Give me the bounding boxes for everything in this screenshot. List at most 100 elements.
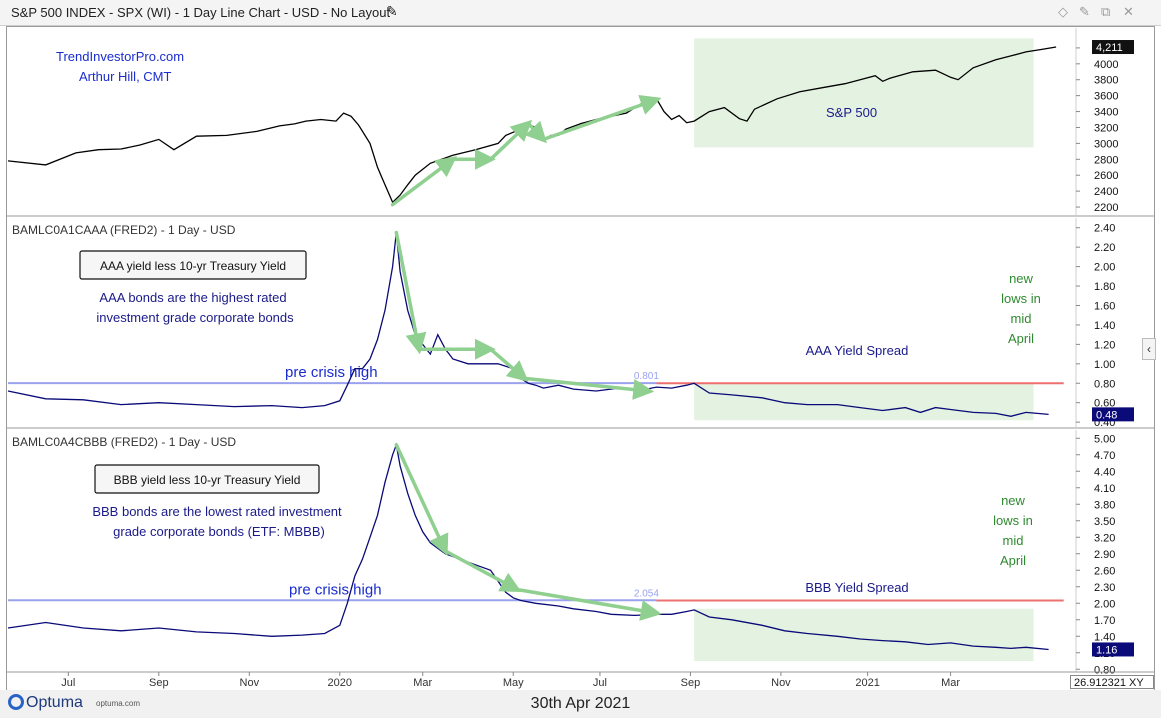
last-value-box [1092, 407, 1134, 422]
diamond-icon[interactable]: ◇ [1058, 4, 1068, 19]
shaded-region [694, 608, 1034, 661]
pre-crisis-label: pre crisis high [289, 581, 382, 598]
y-tick-label: 1.20 [1094, 339, 1115, 351]
y-tick-label: 2400 [1094, 186, 1118, 198]
y-tick-label: 3.20 [1094, 532, 1115, 544]
trend-arrow [524, 120, 547, 144]
x-tick-label: Mar [413, 677, 432, 689]
y-tick-label: 1.60 [1094, 300, 1115, 312]
trend-arrow [390, 156, 458, 207]
pre-crisis-value-label: 2.054 [634, 588, 659, 599]
trend-arrow [515, 587, 662, 621]
note-line-1: AAA bonds are the highest rated [99, 290, 286, 305]
y-tick-label: 4.10 [1094, 483, 1115, 495]
restore-icon[interactable]: ⧉ [1101, 4, 1111, 19]
shaded-region [694, 383, 1034, 421]
panel-header: BAMLC0A4CBBB (FRED2) - 1 Day - USD [12, 435, 236, 449]
last-value-label: 0.48 [1096, 409, 1117, 421]
series-label: BBB Yield Spread [805, 580, 908, 595]
y-tick-label: 1.80 [1094, 281, 1115, 293]
y-tick-label: 2.20 [1094, 242, 1115, 254]
y-tick-label: 4.70 [1094, 450, 1115, 462]
y-tick-label: 2.00 [1094, 262, 1115, 274]
note-line-2: investment grade corporate bonds [96, 310, 294, 325]
optuma-logo: Optuma [8, 694, 83, 712]
shaded-region [694, 38, 1034, 148]
y-tick-label: 2.60 [1094, 565, 1115, 577]
x-tick-label: Sep [149, 677, 169, 689]
trend-arrow [541, 94, 662, 142]
xy-readout[interactable]: 26.912321 XY [1070, 675, 1154, 689]
last-value-box [1092, 642, 1134, 657]
y-tick-label: 3200 [1094, 122, 1118, 134]
y-tick-label: 3800 [1094, 75, 1118, 87]
last-value-label: 4,211 [1096, 42, 1123, 54]
last-value-label: 1.16 [1096, 644, 1117, 656]
side-note-line: new [1009, 271, 1033, 286]
side-note-line: new [1001, 493, 1025, 508]
y-tick-label: 1.00 [1094, 359, 1115, 371]
y-tick-label: 1.40 [1094, 631, 1115, 643]
y-tick-label: 3000 [1094, 138, 1118, 150]
y-tick-label: 2200 [1094, 202, 1118, 214]
credit-line-1: TrendInvestorPro.com [56, 49, 184, 64]
footer-bar: Optuma optuma.com 30th Apr 2021 [0, 690, 1161, 718]
trend-arrow [488, 119, 533, 162]
y-tick-label: 2.90 [1094, 549, 1115, 561]
x-tick-label: Mar [941, 677, 960, 689]
close-icon[interactable]: ✕ [1123, 4, 1134, 19]
last-value-box [1092, 40, 1134, 55]
brand-url: optuma.com [96, 699, 141, 708]
y-tick-label: 2.30 [1094, 582, 1115, 594]
y-tick-label: 0.80 [1094, 378, 1115, 390]
y-tick-label: 5.00 [1094, 433, 1115, 445]
y-tick-label: 3600 [1094, 91, 1118, 103]
chart-window-title: S&P 500 INDEX - SPX (WI) - 1 Day Line Ch… [11, 5, 391, 20]
pre-crisis-value-label: 0.801 [634, 371, 659, 382]
chart-date: 30th Apr 2021 [530, 695, 631, 712]
x-tick-label: Nov [771, 677, 791, 689]
x-tick-label: May [503, 677, 524, 689]
pencil-icon[interactable]: ✎ [386, 3, 398, 19]
x-tick-label: Jul [61, 677, 75, 689]
side-note-line: April [1008, 331, 1034, 346]
y-tick-label: 2.40 [1094, 223, 1115, 235]
y-tick-label: 3.50 [1094, 516, 1115, 528]
side-note-line: mid [1003, 533, 1024, 548]
chevron-left-icon[interactable]: ‹ [1142, 338, 1156, 360]
note-line-2: grade corporate bonds (ETF: MBBB) [113, 524, 325, 539]
label-box [94, 464, 320, 494]
y-tick-label: 2.00 [1094, 598, 1115, 610]
y-tick-label: 4.40 [1094, 466, 1115, 478]
x-tick-label: Nov [240, 677, 260, 689]
trend-arrow [394, 230, 427, 355]
series-title: S&P 500 [826, 105, 877, 120]
x-tick-label: Sep [681, 677, 701, 689]
x-tick-label: 2020 [328, 677, 352, 689]
note-line-1: BBB bonds are the lowest rated investmen… [92, 504, 342, 519]
y-tick-label: 4000 [1094, 59, 1118, 71]
trend-arrow [394, 443, 449, 556]
x-tick-label: 2021 [855, 677, 879, 689]
panel-header: BAMLC0A1CAAA (FRED2) - 1 Day - USD [12, 223, 236, 237]
trend-arrow [522, 376, 655, 400]
x-tick-label: Jul [593, 677, 607, 689]
series-label: AAA Yield Spread [806, 343, 909, 358]
pin-icon[interactable]: ✎ [1079, 4, 1090, 19]
label-box [79, 250, 307, 280]
side-note-line: April [1000, 553, 1026, 568]
y-tick-label: 3400 [1094, 107, 1118, 119]
logo-icon [8, 694, 24, 710]
side-note-line: mid [1011, 311, 1032, 326]
y-tick-label: 2800 [1094, 154, 1118, 166]
box-label: BBB yield less 10-yr Treasury Yield [114, 473, 301, 487]
box-label: AAA yield less 10-yr Treasury Yield [100, 259, 286, 273]
credit-line-2: Arthur Hill, CMT [79, 69, 172, 84]
y-tick-label: 1.70 [1094, 615, 1115, 627]
y-tick-label: 2600 [1094, 170, 1118, 182]
y-tick-label: 3.80 [1094, 499, 1115, 511]
brand-name: Optuma [26, 694, 83, 711]
title-bar: S&P 500 INDEX - SPX (WI) - 1 Day Line Ch… [0, 0, 1161, 26]
y-tick-label: 1.40 [1094, 320, 1115, 332]
